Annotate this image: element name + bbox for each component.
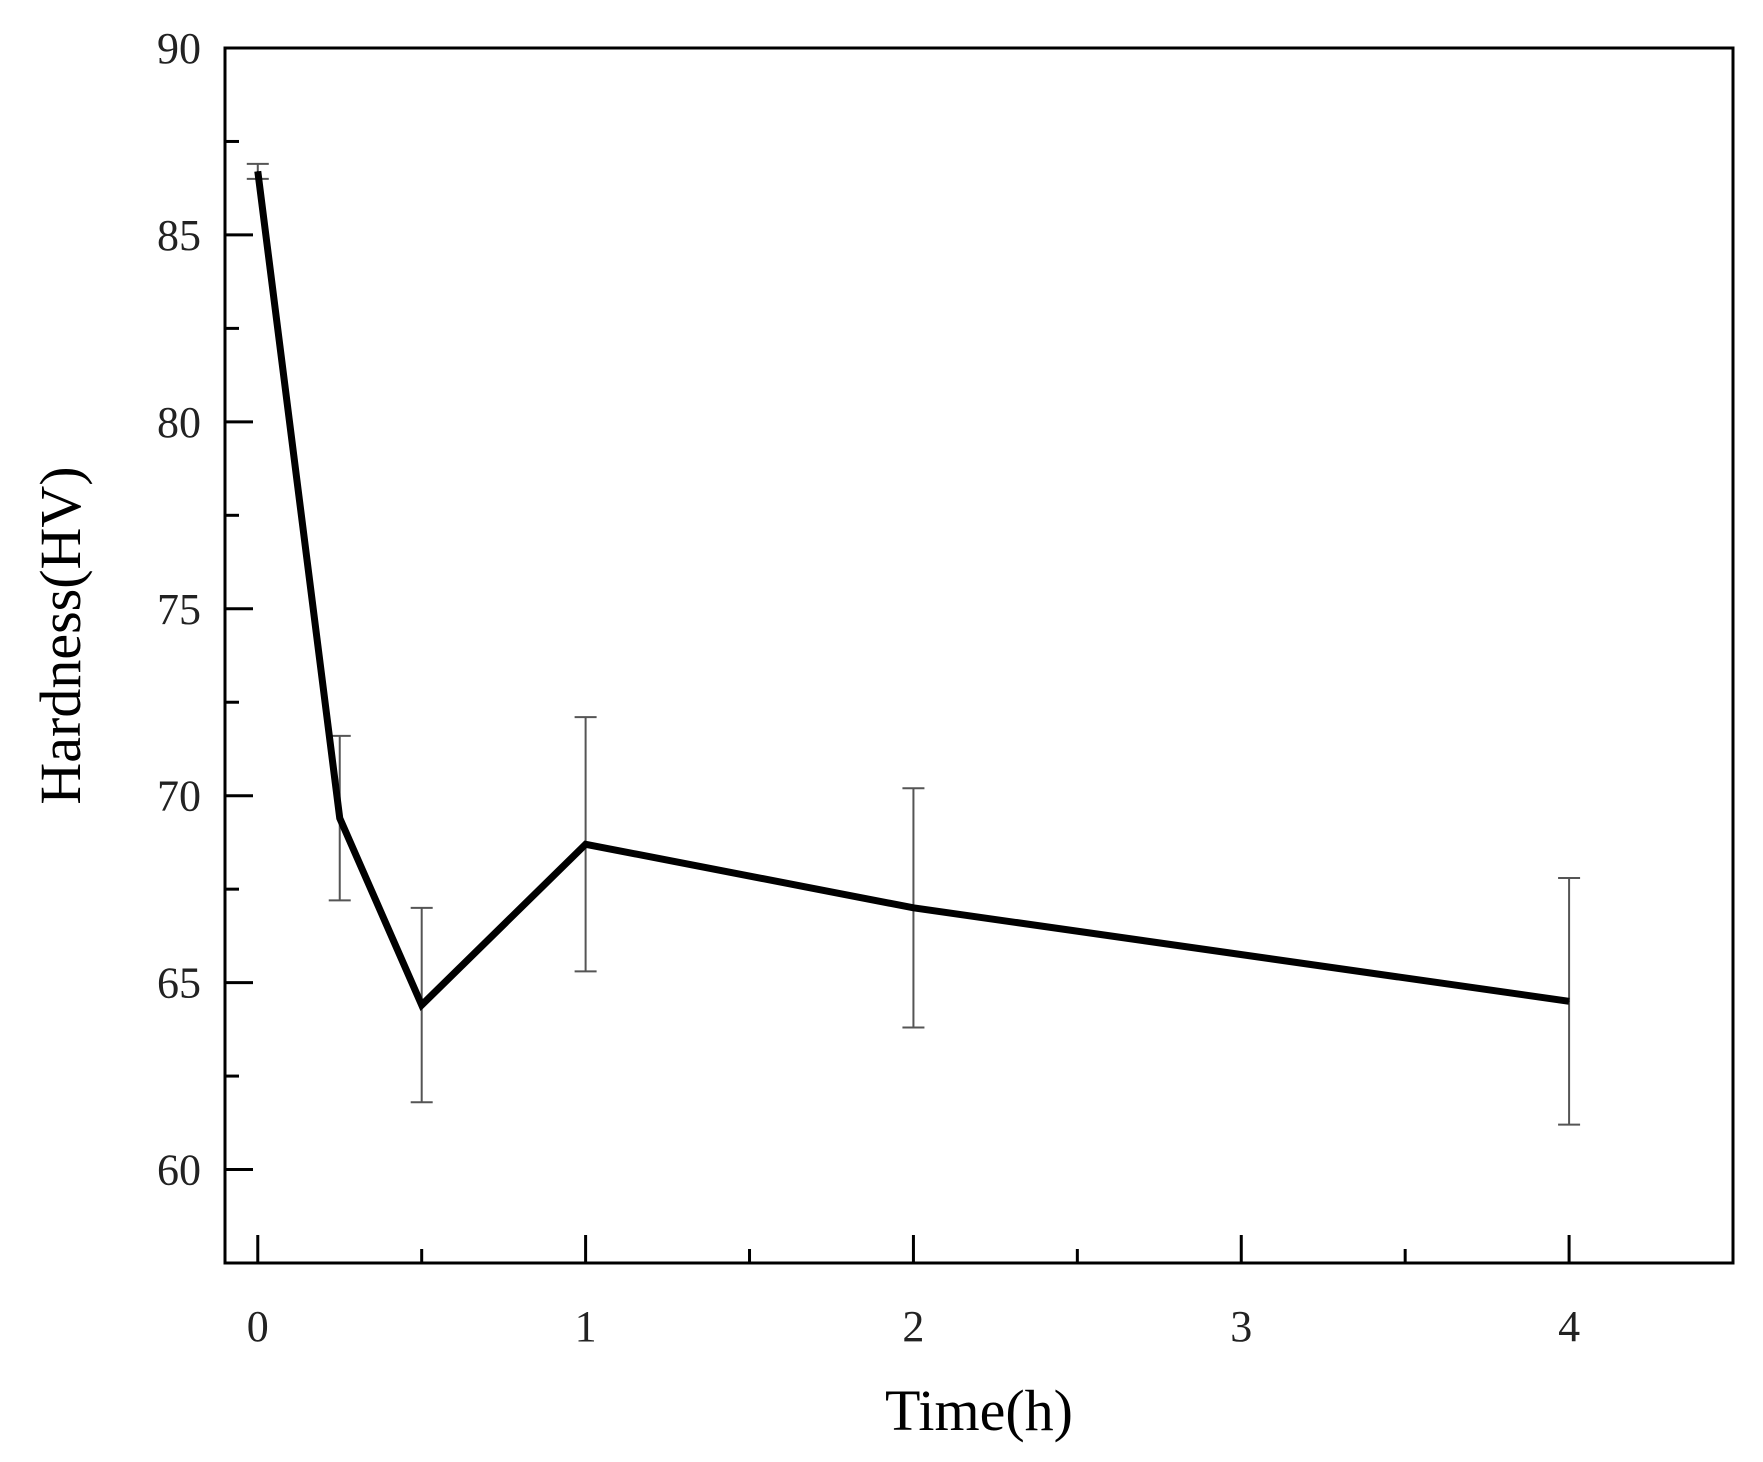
y-tick-label: 70 [157,772,201,821]
data-point [912,907,914,909]
x-tick-label: 1 [575,1302,597,1351]
x-axis-title: Time(h) [885,1378,1073,1443]
y-tick-label: 65 [157,959,201,1008]
series-line [254,170,1570,1012]
major-ticks [225,46,1571,1263]
minor-ticks [225,139,1407,1265]
data-point [1568,1000,1570,1002]
data-point [257,170,259,172]
data-point [421,1004,423,1006]
x-tick-labels: 0 1 2 3 4 [247,1302,1580,1351]
y-tick-label: 80 [157,398,201,447]
x-tick-label: 3 [1230,1302,1252,1351]
y-tick-labels: 60 65 70 75 80 85 90 [157,24,201,1195]
x-tick-label: 2 [902,1302,924,1351]
y-tick-label: 85 [157,211,201,260]
y-tick-label: 90 [157,24,201,73]
y-tick-label: 75 [157,585,201,634]
y-axis-title: Hardness(HV) [28,466,93,804]
series-layer [254,170,1570,1012]
x-tick-label: 0 [247,1302,269,1351]
x-tick-label: 4 [1558,1302,1580,1351]
data-point [585,843,587,845]
plot-frame [223,46,1735,1265]
data-point [339,817,341,819]
y-tick-label: 60 [157,1146,201,1195]
